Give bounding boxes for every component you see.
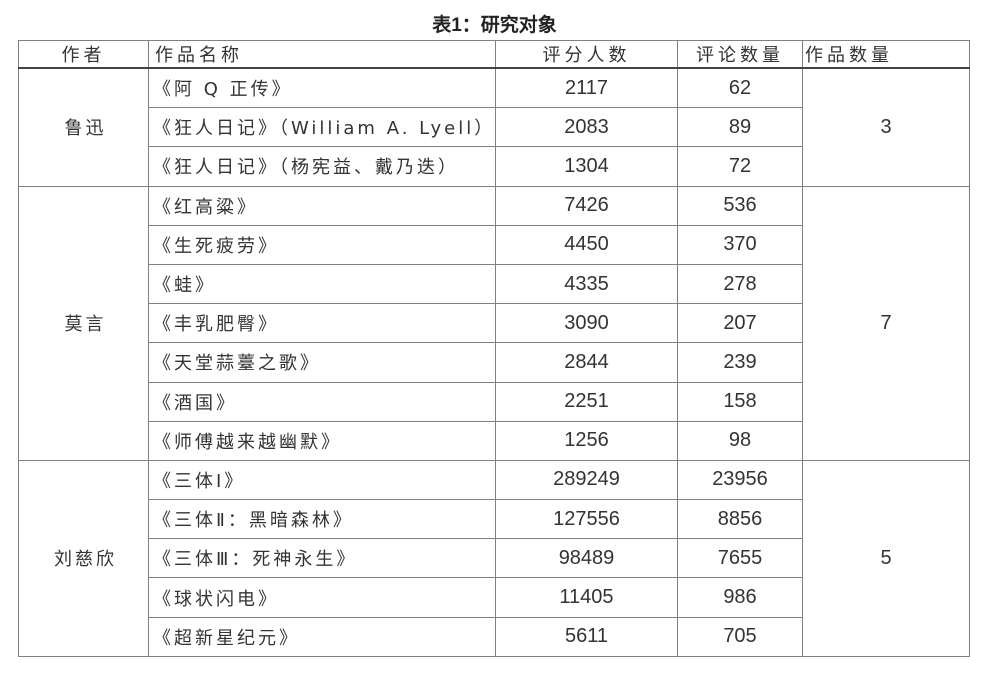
comments-cell: 207 [677,303,803,344]
comments-cell: 89 [677,107,803,148]
table-row: 刘慈欣 《三体Ⅰ》 289249 23956 5 [18,459,970,657]
work-name-cell: 《三体Ⅰ》 [148,459,496,501]
table-row: 鲁迅 《阿 Q 正传》 2117 62 3 [18,67,970,187]
table-row: 《酒国》 2251 158 [19,381,970,422]
ratings-cell: 11405 [495,577,678,618]
header-comments: 评论数量 [677,40,803,69]
table-row: 《狂人日记》（杨宪益、戴乃迭） 1304 72 [19,146,970,187]
author-cell: 莫言 [18,185,149,461]
comments-cell: 158 [677,381,803,422]
table-row: 《生死疲劳》 4450 370 [19,224,970,265]
work-name-cell: 《红高粱》 [148,185,496,226]
table-row: 《丰乳肥臀》 3090 207 [19,303,970,344]
ratings-cell: 98489 [495,538,678,579]
author-cell: 鲁迅 [18,67,149,187]
comments-cell: 72 [677,146,803,187]
ratings-cell: 2844 [495,342,678,383]
table-title: 表1：研究对象 [432,15,557,36]
table-row: 《师傅越来越幽默》 1256 98 [19,420,970,461]
research-subjects-table: 作者 作品名称 评分人数 评论数量 作品数量 鲁迅 《阿 Q 正传》 2117 62 3… [18,40,970,657]
comments-cell: 705 [677,616,803,657]
work-name-cell: 《球状闪电》 [148,577,496,618]
table-row: 《狂人日记》（William A. Lyell） 2083 89 [19,107,970,148]
comments-cell: 986 [677,577,803,618]
comments-cell: 8856 [677,499,803,540]
work-name-cell: 《师傅越来越幽默》 [148,420,496,461]
work-name-cell: 《三体Ⅱ：黑暗森林》 [148,499,496,540]
ratings-cell: 1256 [495,420,678,461]
work-name-cell: 《酒国》 [148,381,496,422]
work-name-cell: 《生死疲劳》 [148,224,496,265]
ratings-cell: 1304 [495,146,678,187]
table-row: 莫言 《红高粱》 7426 536 7 [18,185,970,461]
work-name-cell: 《蛙》 [148,263,496,305]
comments-cell: 62 [677,67,803,109]
ratings-cell: 2083 [495,107,678,148]
header-work-count: 作品数量 [802,40,970,69]
comments-cell: 239 [677,342,803,383]
comments-cell: 23956 [677,459,803,501]
comments-cell: 370 [677,224,803,265]
work-name-cell: 《狂人日记》（杨宪益、戴乃迭） [148,146,496,187]
comments-cell: 98 [677,420,803,461]
work-name-cell: 《丰乳肥臀》 [148,303,496,344]
ratings-cell: 4450 [495,224,678,265]
ratings-cell: 2251 [495,381,678,422]
header-ratings: 评分人数 [495,40,678,69]
header-row: 作者 作品名称 评分人数 评论数量 作品数量 [18,40,970,69]
ratings-cell: 3090 [495,303,678,344]
comments-cell: 278 [677,263,803,305]
work-name-cell: 《狂人日记》（William A. Lyell） [148,107,496,148]
ratings-cell: 7426 [495,185,678,226]
comments-cell: 7655 [677,538,803,579]
work-count-cell: 7 [802,185,970,461]
table-row: 《球状闪电》 11405 986 [19,577,970,618]
work-name-cell: 《三体Ⅲ：死神永生》 [148,538,496,579]
author-cell: 刘慈欣 [18,459,149,657]
work-count-cell: 5 [802,459,970,657]
table-row: 《三体Ⅲ：死神永生》 98489 7655 [19,538,970,579]
comments-cell: 536 [677,185,803,226]
table-row: 《蛙》 4335 278 [19,263,970,305]
ratings-cell: 289249 [495,459,678,501]
ratings-cell: 127556 [495,499,678,540]
table-row: 《天堂蒜薹之歌》 2844 239 [19,342,970,383]
work-name-cell: 《超新星纪元》 [148,616,496,657]
ratings-cell: 4335 [495,263,678,305]
header-author: 作者 [18,40,149,69]
work-name-cell: 《阿 Q 正传》 [148,67,496,109]
header-work-name: 作品名称 [148,40,496,69]
work-count-cell: 3 [802,67,970,187]
ratings-cell: 5611 [495,616,678,657]
table-row: 《三体Ⅱ：黑暗森林》 127556 8856 [19,499,970,540]
work-name-cell: 《天堂蒜薹之歌》 [148,342,496,383]
ratings-cell: 2117 [495,67,678,109]
table-row: 《超新星纪元》 5611 705 [19,616,970,657]
